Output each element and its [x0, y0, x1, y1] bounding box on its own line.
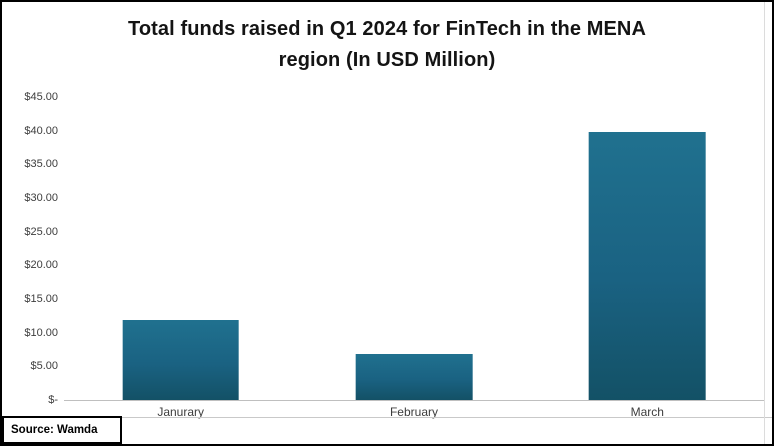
bar-slot	[64, 97, 297, 400]
source-label: Source: Wamda	[11, 424, 98, 436]
bar-slot	[297, 97, 530, 400]
x-axis-label: Janurary	[157, 405, 204, 419]
y-tick-label: $25.00	[24, 225, 58, 238]
x-axis: Janurary February March	[64, 405, 764, 419]
chart-title-line-1: Total funds raised in Q1 2024 for FinTec…	[128, 18, 646, 40]
y-tick-label: $10.00	[24, 326, 58, 339]
bar-march	[588, 132, 706, 400]
y-tick-label: $35.00	[24, 158, 58, 171]
y-tick-label: $15.00	[24, 293, 58, 305]
bottom-gridline	[2, 417, 772, 418]
bar-february	[355, 353, 473, 400]
y-tick-label: $-	[48, 394, 58, 406]
plot-area	[64, 97, 764, 401]
y-tick-label: $45.00	[24, 91, 58, 103]
y-axis: $45.00 $40.00 $35.00 $30.00 $25.00 $20.00 $15.…	[2, 91, 58, 406]
x-axis-label: February	[389, 405, 438, 419]
y-tick-label: $5.00	[30, 360, 58, 373]
chart-title: Total funds raised in Q1 2024 for FinTec…	[67, 14, 707, 76]
x-axis-label: March	[630, 405, 664, 419]
bar-slot	[531, 97, 764, 400]
y-tick-label: $20.00	[24, 259, 58, 272]
chart-title-line-2: region (In USD Million)	[278, 49, 496, 71]
source-box: Source: Wamda	[2, 416, 122, 444]
right-gridline	[764, 2, 765, 444]
bar-janurary	[122, 319, 239, 400]
y-tick-label: $30.00	[24, 192, 58, 204]
y-tick-label: $40.00	[24, 124, 58, 137]
